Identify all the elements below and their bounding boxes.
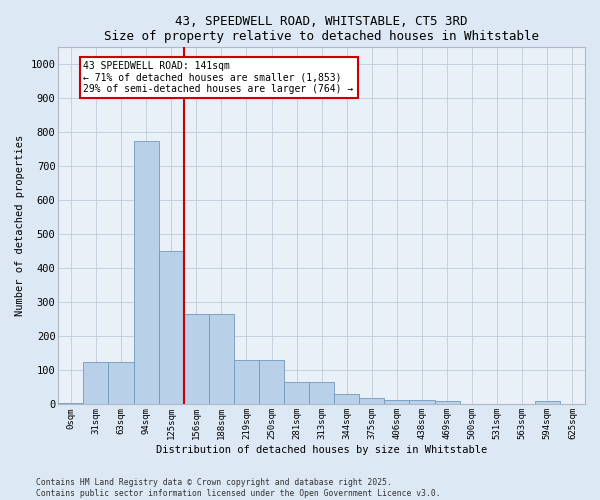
Bar	[535, 401, 560, 404]
X-axis label: Distribution of detached houses by size in Whitstable: Distribution of detached houses by size …	[156, 445, 487, 455]
Bar	[134, 140, 158, 404]
Bar	[58, 402, 83, 404]
Title: 43, SPEEDWELL ROAD, WHITSTABLE, CT5 3RD
Size of property relative to detached ho: 43, SPEEDWELL ROAD, WHITSTABLE, CT5 3RD …	[104, 15, 539, 43]
Bar	[158, 251, 184, 404]
Bar	[83, 362, 109, 405]
Bar	[434, 401, 460, 404]
Bar	[259, 360, 284, 405]
Bar	[184, 314, 209, 404]
Bar	[385, 400, 409, 404]
Bar	[409, 400, 434, 404]
Bar	[109, 362, 134, 405]
Text: Contains HM Land Registry data © Crown copyright and database right 2025.
Contai: Contains HM Land Registry data © Crown c…	[36, 478, 440, 498]
Text: 43 SPEEDWELL ROAD: 141sqm
← 71% of detached houses are smaller (1,853)
29% of se: 43 SPEEDWELL ROAD: 141sqm ← 71% of detac…	[83, 60, 353, 94]
Bar	[309, 382, 334, 404]
Bar	[334, 394, 359, 404]
Bar	[209, 314, 234, 404]
Bar	[359, 398, 385, 404]
Bar	[234, 360, 259, 405]
Bar	[284, 382, 309, 404]
Y-axis label: Number of detached properties: Number of detached properties	[15, 135, 25, 316]
